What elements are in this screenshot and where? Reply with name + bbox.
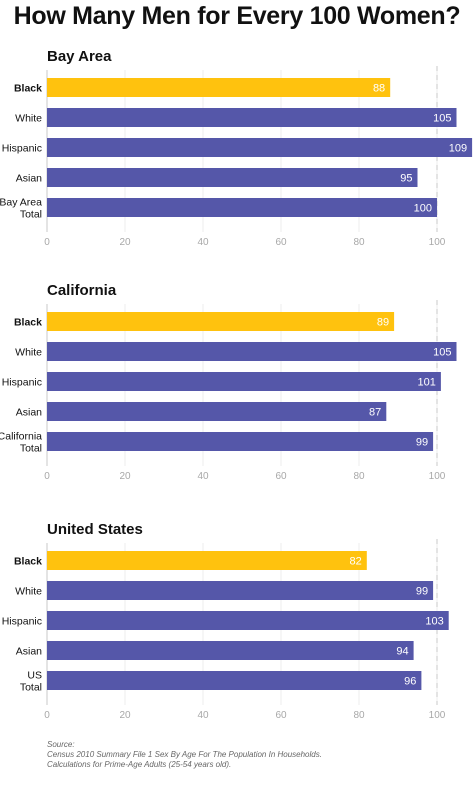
bay-area-category-label-3: Hispanic [2,143,42,155]
california-value-label-1: 89 [377,317,389,329]
california-bar-5 [47,432,434,451]
bay-area-panel-title: Bay Area [47,48,112,65]
california-tick-label-100: 100 [429,471,446,482]
united-states-bar-2 [47,581,434,600]
california-bar-2 [47,342,457,361]
bay-area-value-label-4: 95 [400,173,412,185]
united-states-category-label-1: Black [14,556,42,568]
california-value-label-4: 87 [369,407,381,419]
bay-area-bar-5 [47,198,437,217]
california-tick-label-40: 40 [197,471,209,482]
united-states-bar-3 [47,611,449,630]
united-states-tick-label-40: 40 [197,710,209,721]
bay-area-bar-3 [47,138,473,157]
chart-title: How Many Men for Every 100 Women? [13,2,461,30]
source-line-1: Census 2010 Summary File 1 Sex By Age Fo… [47,750,322,759]
california-panel-title: California [47,282,117,299]
source-line-2: Calculations for Prime-Age Adults (25-54… [47,760,232,769]
california-value-label-3: 101 [418,377,436,389]
bay-area-bar-2 [47,108,457,127]
california-tick-label-0: 0 [44,471,50,482]
bay-area-category-label-2: White [15,113,42,125]
california-bar-1 [47,312,395,331]
source-note: Source: Census 2010 Summary File 1 Sex B… [47,740,447,770]
bay-area-value-label-3: 109 [449,143,467,155]
united-states-tick-label-100: 100 [429,710,446,721]
california-tick-label-20: 20 [119,471,131,482]
united-states-bar-5 [47,671,422,690]
bay-area-tick-label-40: 40 [197,237,209,248]
california-value-label-5: 99 [416,437,428,449]
california-category-label-2: White [15,347,42,359]
california-category-label-4: Asian [16,407,42,419]
bay-area-value-label-5: 100 [414,203,432,215]
bay-area-bar-4 [47,168,418,187]
united-states-tick-label-60: 60 [275,710,287,721]
california-category-label-3: Hispanic [2,377,42,389]
united-states-value-label-1: 82 [350,556,362,568]
united-states-tick-label-20: 20 [119,710,131,721]
united-states-value-label-3: 103 [425,616,443,628]
california-bar-3 [47,372,441,391]
united-states-tick-label-0: 0 [44,710,50,721]
united-states-category-label-3: Hispanic [2,616,42,628]
united-states-category-label-2: White [15,586,42,598]
bay-area-tick-label-20: 20 [119,237,131,248]
united-states-value-label-2: 99 [416,586,428,598]
bay-area-bar-1 [47,78,391,97]
bay-area-category-label-4: Asian [16,173,42,185]
bay-area-tick-label-80: 80 [353,237,365,248]
bay-area-category-label-1: Black [14,83,42,95]
bay-area-category-label-5: Bay Area Total [0,197,42,221]
united-states-category-label-4: Asian [16,646,42,658]
united-states-panel-title: United States [47,521,143,538]
united-states-bar-4 [47,641,414,660]
united-states-tick-label-80: 80 [353,710,365,721]
california-bar-4 [47,402,387,421]
california-category-label-5: California Total [0,431,42,455]
bay-area-tick-label-60: 60 [275,237,287,248]
united-states-bar-1 [47,551,367,570]
california-tick-label-60: 60 [275,471,287,482]
united-states-value-label-5: 96 [404,676,416,688]
bay-area-tick-label-100: 100 [429,237,446,248]
bay-area-value-label-2: 105 [433,113,451,125]
source-label: Source: [47,740,75,749]
bay-area-value-label-1: 88 [373,83,385,95]
california-value-label-2: 105 [433,347,451,359]
california-tick-label-80: 80 [353,471,365,482]
california-category-label-1: Black [14,317,42,329]
united-states-value-label-4: 94 [396,646,408,658]
united-states-category-label-5: US Total [20,670,42,694]
bay-area-tick-label-0: 0 [44,237,50,248]
